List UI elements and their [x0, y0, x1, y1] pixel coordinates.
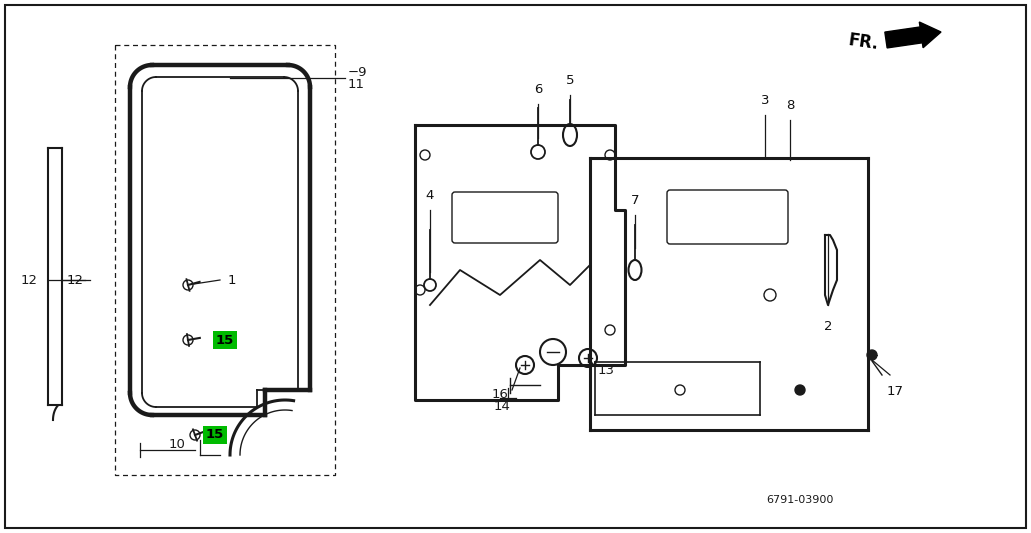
Text: 16: 16 [491, 389, 508, 401]
Text: 3: 3 [761, 94, 769, 107]
Text: 12: 12 [21, 273, 38, 287]
Text: 14: 14 [493, 400, 510, 414]
Text: −9: −9 [348, 66, 367, 78]
Circle shape [867, 350, 877, 360]
Text: FR.: FR. [847, 31, 880, 53]
Text: 7: 7 [631, 194, 639, 207]
Text: 5: 5 [566, 74, 574, 87]
Text: 2: 2 [824, 320, 832, 333]
FancyArrow shape [885, 22, 941, 48]
Text: 15: 15 [215, 334, 234, 346]
Text: 15: 15 [206, 429, 224, 441]
Text: 17: 17 [887, 385, 903, 398]
Text: 12: 12 [67, 273, 84, 287]
Text: 6: 6 [534, 83, 542, 96]
Text: 10: 10 [168, 439, 185, 451]
Text: 11: 11 [348, 77, 365, 91]
Text: 1: 1 [228, 273, 236, 287]
Text: 8: 8 [786, 99, 794, 112]
Text: 13: 13 [598, 364, 616, 376]
Circle shape [795, 385, 805, 395]
Text: 4: 4 [426, 189, 434, 202]
Text: 6791-03900: 6791-03900 [766, 495, 834, 505]
